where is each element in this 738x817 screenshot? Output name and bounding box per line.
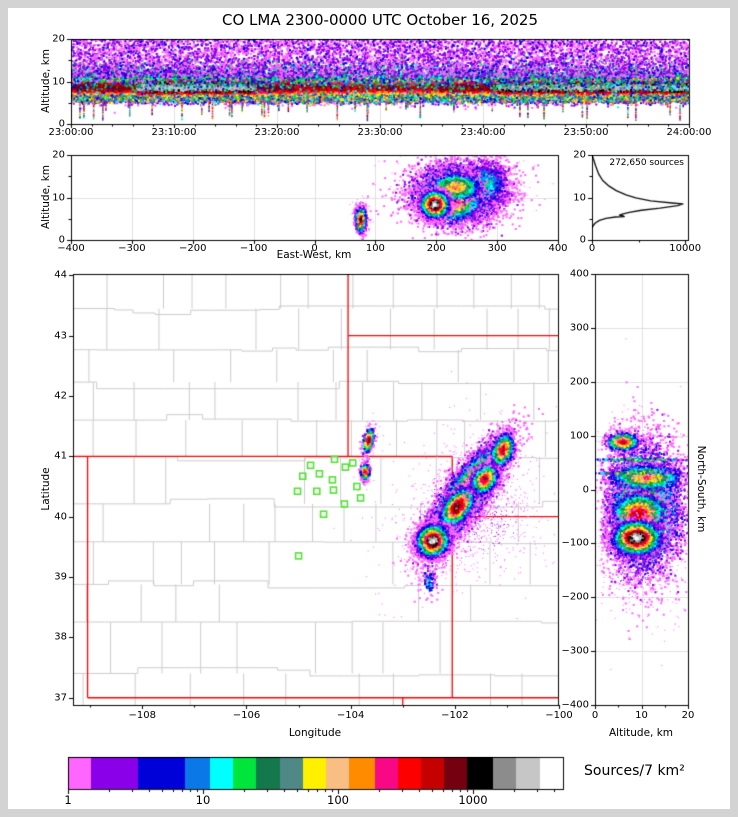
tick-label: −108 [128,710,157,721]
tick-label: 10000 [669,243,702,254]
tick-label: −100 [561,537,589,549]
tick-label: −200 [179,243,207,254]
tick-label: 400 [569,268,589,280]
tick-label: 40 [54,511,67,523]
map-ylabel: Latitude [40,467,52,511]
tick-label: 20 [52,149,65,161]
north-south-height-panel [595,274,688,705]
source-count-annotation: 272,650 sources [609,158,684,168]
tick-label: −300 [118,243,146,254]
colorbar-tick-label: 10 [195,793,211,807]
tick-label: 10 [635,710,648,721]
map-xlabel: Longitude [288,727,342,739]
tick-label: 24:00:00 [666,127,712,138]
tick-label: 37 [54,692,67,704]
tick-label: −100 [545,710,573,721]
tick-label: 23:10:00 [151,127,197,138]
tick-label: 20 [681,710,695,721]
tick-label: 0 [582,484,589,495]
tick-label: −102 [441,710,469,721]
east-west-panel-ylabel: Altitude, km [40,164,52,230]
tick-label: −400 [561,699,589,711]
tick-label: 23:20:00 [254,127,300,138]
tick-label: 0 [591,710,599,721]
colorbar-tick-label: 1 [64,793,72,807]
tick-label: −200 [561,591,589,603]
colorbar-label: Sources/7 km² [584,763,685,779]
tick-label: 42 [54,390,67,402]
tick-label: 23:50:00 [563,127,609,138]
tick-label: −106 [232,710,261,721]
tick-label: 10 [52,76,65,87]
tick-label: 23:30:00 [357,127,403,138]
tick-label: 43 [54,330,67,342]
tick-label: 10 [573,192,586,203]
tick-label: −104 [336,710,365,721]
east-west-panel-xlabel: East-West, km [276,249,352,261]
tick-label: 0 [58,118,65,130]
tick-label: 41 [54,450,67,462]
tick-label: 200 [426,243,446,254]
tick-label: 0 [58,234,65,246]
east-west-height-panel [71,155,558,240]
plan-view-map-panel [73,274,558,705]
tick-label: 0 [588,243,596,254]
tick-label: −300 [561,645,589,657]
tick-label: 0 [311,243,318,254]
tick-label: 400 [548,243,568,254]
tick-label: 10 [52,192,65,203]
tick-label: 20 [573,149,586,161]
time-height-panel [71,39,689,124]
figure-title: CO LMA 2300-0000 UTC October 16, 2025 [221,11,539,29]
tick-label: 0 [579,234,586,246]
tick-label: 23:00:00 [48,127,94,138]
tick-label: 100 [365,243,385,254]
tick-label: 23:40:00 [460,127,506,138]
tick-label: 20 [52,33,65,45]
tick-label: −400 [57,243,85,254]
north-south-panel-ylabel: North-South, km [695,445,707,533]
tick-label: 200 [569,376,589,388]
tick-label: 44 [54,269,67,281]
tick-label: −100 [239,243,268,254]
north-south-panel-xlabel: Altitude, km [608,727,674,739]
colorbar-tick-label: 1000 [458,793,488,807]
colorbar [68,757,563,789]
tick-label: 39 [54,571,67,583]
time-panel-ylabel: Altitude, km [40,48,52,114]
colorbar-tick-label: 100 [327,793,349,807]
tick-label: 100 [569,430,589,442]
tick-label: 300 [569,322,589,334]
tick-label: 38 [54,631,67,643]
tick-label: 300 [487,243,507,254]
